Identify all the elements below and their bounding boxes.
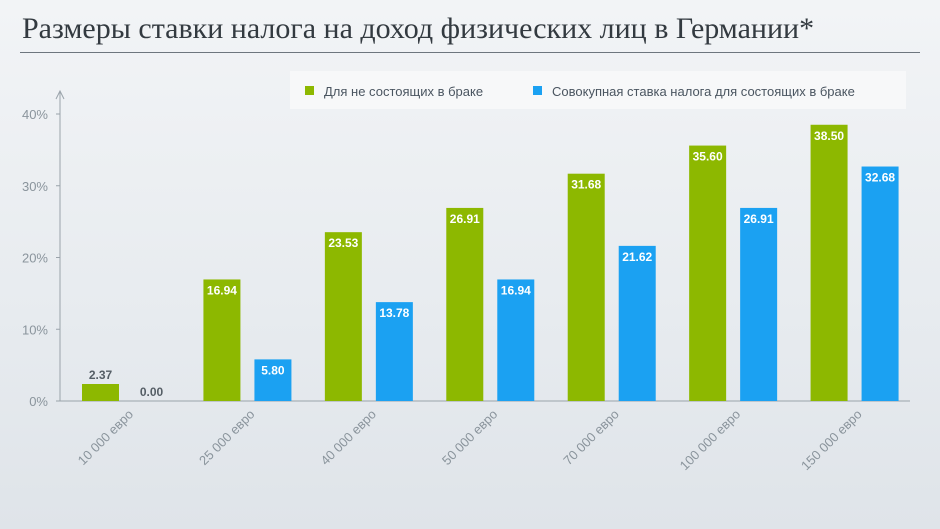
y-axis-arrow bbox=[55, 89, 65, 100]
value-label-single: 26.91 bbox=[450, 212, 480, 226]
value-label-married: 16.94 bbox=[501, 283, 531, 297]
y-tick-label: 30% bbox=[22, 179, 48, 194]
legend-swatch-married bbox=[533, 86, 542, 95]
bar-married bbox=[375, 302, 413, 401]
y-tick-label: 0% bbox=[29, 394, 48, 409]
bar-married bbox=[861, 166, 899, 401]
bar-married bbox=[254, 359, 292, 401]
bar-married bbox=[618, 245, 656, 401]
value-label-married: 32.68 bbox=[865, 171, 895, 185]
x-tick-label: 40 000 евро bbox=[317, 407, 379, 469]
x-tick-label: 150 000 евро bbox=[798, 407, 865, 474]
y-tick-label: 10% bbox=[22, 322, 48, 337]
chart-title: Размеры ставки налога на доход физически… bbox=[22, 12, 815, 45]
x-tick-label: 70 000 евро bbox=[560, 407, 622, 469]
bar-single bbox=[810, 124, 848, 401]
value-label-married: 5.80 bbox=[261, 363, 285, 377]
legend-box bbox=[290, 71, 906, 109]
legend-swatch-single bbox=[305, 86, 314, 95]
bar-single bbox=[203, 279, 241, 401]
bar-single bbox=[567, 173, 605, 401]
value-label-single: 31.68 bbox=[571, 178, 601, 192]
value-label-single: 35.60 bbox=[693, 150, 723, 164]
x-tick-label: 100 000 евро bbox=[677, 407, 744, 474]
legend: Для не состоящих в браке Совокупная став… bbox=[290, 71, 906, 109]
bar-single bbox=[689, 145, 727, 401]
value-label-married: 13.78 bbox=[379, 306, 409, 320]
bar-single bbox=[82, 383, 119, 401]
legend-label-married: Совокупная ставка налога для состоящих в… bbox=[552, 84, 855, 99]
bar-single bbox=[446, 207, 484, 401]
bar-married bbox=[497, 279, 535, 401]
value-label-married: 0.00 bbox=[140, 385, 164, 399]
y-tick-label: 20% bbox=[22, 251, 48, 266]
value-label-married: 21.62 bbox=[622, 250, 652, 264]
bar-single bbox=[324, 232, 362, 401]
legend-label-single: Для не состоящих в браке bbox=[324, 84, 483, 99]
value-label-married: 26.91 bbox=[744, 212, 774, 226]
value-label-single: 16.94 bbox=[207, 283, 237, 297]
value-label-single: 38.50 bbox=[814, 129, 844, 143]
x-tick-label: 25 000 евро bbox=[196, 407, 258, 469]
value-label-single: 2.37 bbox=[89, 368, 113, 382]
x-tick-label: 10 000 евро bbox=[75, 407, 137, 469]
y-tick-label: 40% bbox=[22, 107, 48, 122]
value-label-single: 23.53 bbox=[328, 236, 358, 250]
title-divider bbox=[20, 52, 920, 53]
axes: 0% 10% 20% 30% 40% bbox=[22, 89, 910, 409]
x-tick-label: 50 000 евро bbox=[439, 407, 501, 469]
bar-married bbox=[740, 207, 778, 401]
